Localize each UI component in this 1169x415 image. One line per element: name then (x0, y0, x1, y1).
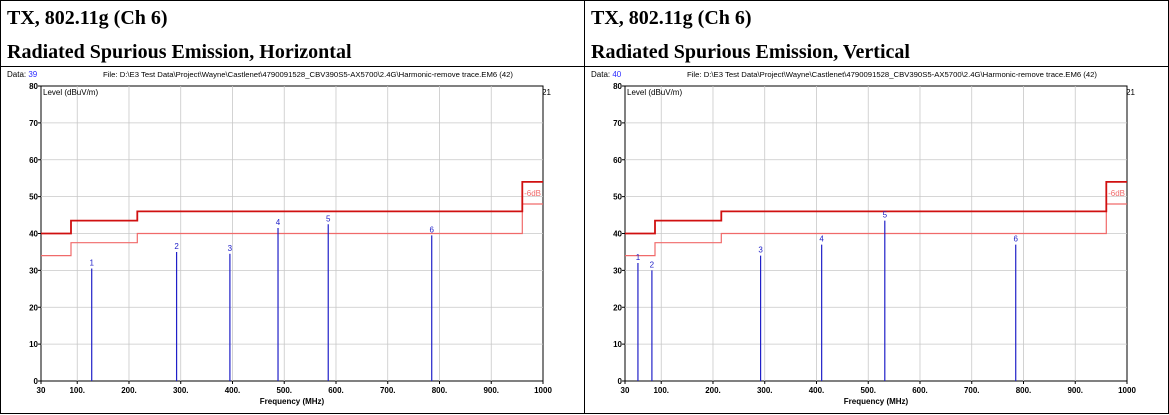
y-axis-label: Level (dBuV/m) (627, 88, 682, 97)
x-tick-label: 300. (757, 386, 773, 395)
x-tick-label: 300. (173, 386, 189, 395)
file-path: File: D:\E3 Test Data\Project\Wayne\Cast… (103, 70, 513, 79)
marker-label: 1 (89, 259, 94, 268)
heading-divider (585, 66, 1168, 67)
y-tick-label: 30 (29, 266, 38, 275)
y-tick-label: 80 (29, 82, 38, 91)
marker-label: 2 (174, 242, 179, 251)
x-tick-label: 600. (328, 386, 344, 395)
x-tick-label: 100. (69, 386, 85, 395)
x-tick-label: 500. (860, 386, 876, 395)
data-label: Data: 40 (591, 70, 622, 79)
data-number: 40 (612, 70, 621, 79)
x-tick-label: 200. (121, 386, 137, 395)
y-tick-label: 30 (613, 266, 622, 275)
marker-label: 1 (636, 253, 641, 262)
marker-label: 2 (650, 260, 655, 269)
panel-horizontal: TX, 802.11g (Ch 6) Radiated Spurious Emi… (0, 0, 585, 414)
limit-line (41, 181, 543, 235)
x-tick-label: 700. (380, 386, 396, 395)
marker-label: 4 (819, 235, 824, 244)
y-tick-label: 70 (613, 119, 622, 128)
x-tick-label: 400. (809, 386, 825, 395)
x-tick-label: 1000 (534, 386, 552, 395)
x-tick-label: 30 (37, 386, 46, 395)
limit-line (625, 181, 1127, 235)
emission-chart-horizontal: Data: 39 File: D:\E3 Test Data\Project\Wa… (7, 70, 552, 406)
x-tick-label: 400. (225, 386, 241, 395)
x-tick-label: 800. (1016, 386, 1032, 395)
x-tick-label: 30 (621, 386, 630, 395)
y-tick-label: 50 (29, 193, 38, 202)
marker-label: 6 (1014, 235, 1019, 244)
y-tick-label: 60 (29, 156, 38, 165)
y-tick-label: 0 (34, 377, 39, 386)
y-tick-label: 70 (29, 119, 38, 128)
y-tick-label: 40 (29, 230, 38, 239)
x-tick-label: 800. (432, 386, 448, 395)
x-axis-label: Frequency (MHz) (844, 397, 909, 406)
panel-heading-line2: Radiated Spurious Emission, Horizontal (7, 41, 352, 63)
marker-label: 6 (430, 225, 435, 234)
marker-label: 5 (326, 214, 331, 223)
x-tick-label: 200. (705, 386, 721, 395)
marker-label: 4 (276, 218, 281, 227)
emission-chart-vertical: Data: 40 File: D:\E3 Test Data\Project\Wa… (591, 70, 1136, 406)
limit-margin-label: -6dB (1108, 189, 1125, 198)
marker-label: 5 (883, 211, 888, 220)
marker-label: 3 (228, 244, 233, 253)
data-number: 39 (28, 70, 37, 79)
y-tick-label: 20 (29, 303, 38, 312)
data-label: Data: 39 (7, 70, 38, 79)
y-axis-label: Level (dBuV/m) (43, 88, 98, 97)
x-axis-label: Frequency (MHz) (260, 397, 325, 406)
x-tick-label: 100. (653, 386, 669, 395)
y-tick-label: 10 (613, 340, 622, 349)
x-tick-label: 600. (912, 386, 928, 395)
file-path: File: D:\E3 Test Data\Project\Wayne\Cast… (687, 70, 1097, 79)
y-tick-label: 0 (618, 377, 623, 386)
y-tick-label: 60 (613, 156, 622, 165)
panel-heading-line1: TX, 802.11g (Ch 6) (7, 7, 168, 29)
heading-divider (1, 66, 584, 67)
limit-margin-label: -6dB (524, 189, 541, 198)
panel-vertical: TX, 802.11g (Ch 6) Radiated Spurious Emi… (584, 0, 1169, 414)
panel-heading-line2: Radiated Spurious Emission, Vertical (591, 41, 910, 63)
marker-label: 3 (758, 246, 763, 255)
y-tick-label: 50 (613, 193, 622, 202)
y-tick-label: 80 (613, 82, 622, 91)
x-tick-label: 700. (964, 386, 980, 395)
x-tick-label: 1000 (1118, 386, 1136, 395)
x-tick-label: 500. (276, 386, 292, 395)
x-tick-label: 900. (1067, 386, 1083, 395)
panel-heading-line1: TX, 802.11g (Ch 6) (591, 7, 752, 29)
y-tick-label: 10 (29, 340, 38, 349)
y-tick-label: 40 (613, 230, 622, 239)
x-tick-label: 900. (483, 386, 499, 395)
y-tick-label: 20 (613, 303, 622, 312)
